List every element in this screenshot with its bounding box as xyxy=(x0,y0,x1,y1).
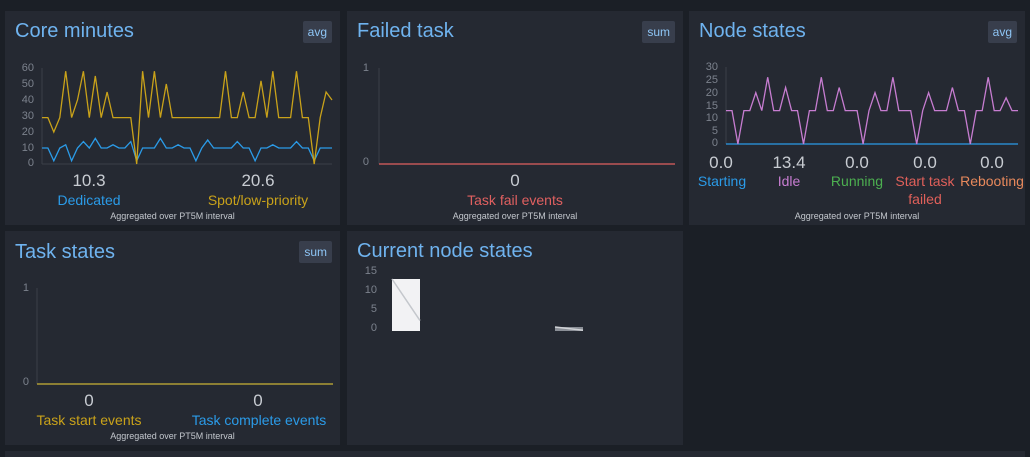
y-tick: 15 xyxy=(364,265,377,277)
y-tick: 0 xyxy=(711,137,718,149)
dedicated-legend[interactable]: Dedicated xyxy=(57,192,121,208)
spot-value: 20.6 xyxy=(241,171,275,190)
panel-title: Core minutes xyxy=(15,20,134,42)
current-node-states-panel: Current node states 15 10 5 0 xyxy=(347,231,683,445)
aggregation-button[interactable]: avg xyxy=(987,21,1017,43)
bar-hatch xyxy=(391,278,421,322)
panel-title: Node states xyxy=(699,20,806,42)
core-minutes-panel: Core minutes avg 60 50 40 30 20 10 0 10.… xyxy=(5,11,340,225)
y-tick: 30 xyxy=(705,61,718,73)
spot-legend[interactable]: Spot/low-priority xyxy=(207,192,309,208)
panel-title: Failed task xyxy=(357,20,454,42)
y-tick: 1 xyxy=(362,62,369,74)
series-line-dedicated xyxy=(42,137,332,163)
y-tick: 0 xyxy=(370,322,377,334)
y-tick: 30 xyxy=(21,110,34,122)
node-states-panel: Node states avg 30 25 20 15 10 5 0 0.0 S… xyxy=(689,11,1025,225)
y-tick: 15 xyxy=(705,100,718,112)
y-tick: 5 xyxy=(370,303,377,315)
y-tick: 40 xyxy=(21,94,34,106)
bar-hatch xyxy=(554,326,584,331)
start-task-failed-legend[interactable]: Start task failed xyxy=(895,173,955,207)
y-tick: 25 xyxy=(705,74,718,86)
series-line-spot-low-priority xyxy=(42,71,333,165)
rebooting-legend[interactable]: Rebooting xyxy=(960,173,1024,189)
running-legend[interactable]: Running xyxy=(830,173,884,189)
current-node-states-chart xyxy=(391,278,584,331)
starting-legend[interactable]: Starting xyxy=(697,173,747,189)
aggregation-footer: Aggregated over PT5M interval xyxy=(110,431,235,441)
core-minutes-chart xyxy=(41,68,333,165)
task-start-legend[interactable]: Task start events xyxy=(36,412,142,428)
task-complete-legend[interactable]: Task complete events xyxy=(191,412,327,428)
next-panel-edge xyxy=(5,451,1025,457)
node-states-chart xyxy=(725,67,1018,145)
bar xyxy=(392,279,420,331)
starting-value: 0.0 xyxy=(709,153,733,172)
y-tick: 0 xyxy=(27,157,34,169)
task-fail-value: 0 xyxy=(510,171,520,190)
task-states-chart xyxy=(36,288,333,385)
failed-task-panel: Failed task sum 1 0 0 Task fail events A… xyxy=(347,11,683,225)
y-tick: 60 xyxy=(21,62,34,74)
y-tick: 50 xyxy=(21,78,34,90)
series-line-idle xyxy=(726,77,1018,145)
panel-title: Task states xyxy=(15,241,116,263)
y-tick: 10 xyxy=(705,112,718,124)
y-tick: 1 xyxy=(22,282,29,294)
task-states-panel: Task states sum 1 0 0 Task start events … xyxy=(5,231,340,445)
y-tick: 5 xyxy=(711,125,718,137)
aggregation-footer: Aggregated over PT5M interval xyxy=(110,211,235,221)
y-tick: 20 xyxy=(21,126,34,138)
aggregation-button[interactable]: sum xyxy=(642,21,675,43)
running-value: 0.0 xyxy=(845,153,869,172)
y-tick: 0 xyxy=(22,376,29,388)
task-fail-legend[interactable]: Task fail events xyxy=(467,192,563,208)
y-tick: 0 xyxy=(362,156,369,168)
idle-value: 13.4 xyxy=(772,153,806,172)
task-complete-value: 0 xyxy=(253,391,263,410)
y-tick: 10 xyxy=(21,142,34,154)
y-tick: 20 xyxy=(705,87,718,99)
failed-task-chart xyxy=(378,68,675,165)
aggregation-button[interactable]: sum xyxy=(299,241,332,263)
y-tick: 10 xyxy=(364,284,377,296)
aggregation-footer: Aggregated over PT5M interval xyxy=(452,211,578,221)
start-task-failed-value: 0.0 xyxy=(913,153,937,172)
idle-legend[interactable]: Idle xyxy=(777,173,801,189)
aggregation-button[interactable]: avg xyxy=(302,21,332,43)
dedicated-value: 10.3 xyxy=(72,171,106,190)
rebooting-value: 0.0 xyxy=(980,153,1004,172)
panel-title: Current node states xyxy=(357,240,533,262)
aggregation-footer: Aggregated over PT5M interval xyxy=(794,211,920,221)
task-start-value: 0 xyxy=(84,391,94,410)
